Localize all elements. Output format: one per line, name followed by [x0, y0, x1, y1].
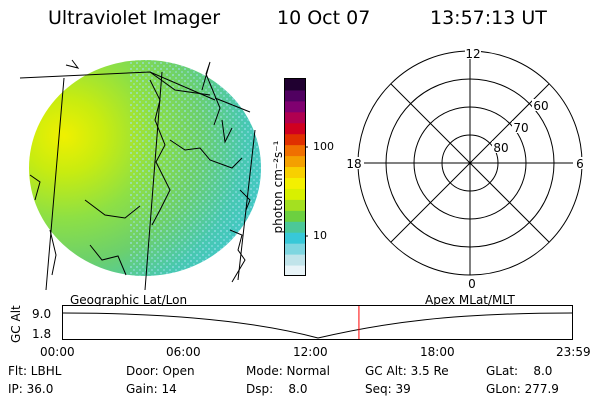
apex-label: Apex MLat/MLT [425, 293, 515, 307]
timeline-xtick-0600: 06:00 [166, 345, 201, 359]
colorbar-band [285, 111, 306, 124]
colorbar-band [285, 79, 306, 91]
info-glat: GLat: 8.0 [486, 364, 553, 378]
colorbar-band [285, 166, 306, 178]
altitude-curve [62, 312, 573, 339]
colorbar [284, 78, 308, 276]
colorbar-unit-label: photon cm⁻²s⁻¹ [271, 140, 285, 234]
colorbar-band [285, 254, 306, 266]
info-ip: IP: 36.0 [8, 382, 54, 396]
info-seq: Seq: 39 [365, 382, 411, 396]
mlt-label-18: 18 [346, 157, 361, 171]
timeline-plot [62, 305, 573, 340]
timeline-xtick-1800: 18:00 [420, 345, 455, 359]
colorbar-tick-100: 100 [313, 140, 334, 153]
colorbar-band [285, 155, 306, 168]
colorbar-band [285, 177, 306, 189]
timeline-ytick-top: 9.0 [32, 307, 52, 321]
geographic-label: Geographic Lat/Lon [70, 293, 188, 307]
info-gcalt: GC Alt: 3.5 Re [365, 364, 449, 378]
colorbar-band [285, 221, 306, 233]
colorbar-band [285, 122, 306, 135]
timeline-axis-title: GC Alt [9, 305, 23, 343]
timeline-xtick-0000: 00:00 [40, 345, 75, 359]
uv-image-panel [19, 59, 261, 290]
info-gain: Gain: 14 [126, 382, 177, 396]
info-dsp: Dsp: 8.0 [246, 382, 308, 396]
lat-label-80: 80 [493, 141, 508, 155]
colorbar-band [285, 133, 306, 146]
info-glon: GLon: 277.9 [486, 382, 559, 396]
instrument-title: Ultraviolet Imager [48, 7, 221, 29]
timeline-xtick-1200: 12:00 [293, 345, 328, 359]
mlt-label-0: 0 [468, 277, 476, 291]
date-label: 10 Oct 07 [277, 7, 371, 29]
colorbar-band [285, 243, 306, 255]
colorbar-tick-10: 10 [313, 229, 327, 242]
colorbar-band [285, 210, 306, 222]
info-door: Door: Open [126, 364, 195, 378]
info-flt: Flt: LBHL [8, 364, 62, 378]
mlt-label-12: 12 [465, 47, 480, 61]
colorbar-band [285, 265, 306, 276]
mlt-label-6: 6 [576, 157, 584, 171]
lat-label-60: 60 [533, 99, 548, 113]
timeline-ytick-bottom: 1.8 [32, 327, 52, 341]
time-label: 13:57:13 UT [430, 7, 547, 29]
polar-diagonal-2 [390, 83, 550, 243]
polar-plot: 12 6 0 18 60 70 80 [344, 47, 587, 291]
colorbar-band [285, 89, 306, 102]
info-mode: Mode: Normal [246, 364, 330, 378]
timeline-xtick-2359: 23:59 [556, 345, 591, 359]
colorbar-band [285, 100, 306, 113]
colorbar-band [285, 232, 306, 244]
geographic-grid [19, 71, 256, 290]
coastlines [29, 59, 251, 283]
colorbar-band [285, 188, 306, 200]
lat-label-70: 70 [513, 121, 528, 135]
colorbar-band [285, 199, 306, 211]
colorbar-band [285, 144, 306, 157]
